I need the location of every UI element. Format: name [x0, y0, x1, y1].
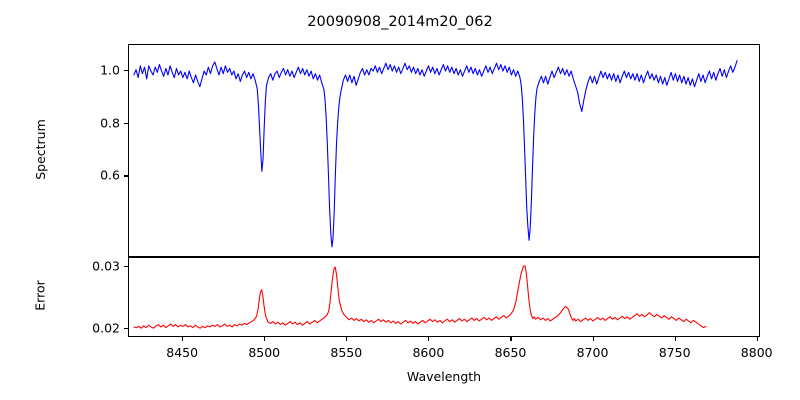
x-tick-label: 8700 [576, 345, 609, 360]
x-tick-mark [264, 337, 266, 341]
x-tick-mark [756, 337, 758, 341]
y-tick-mark [124, 175, 128, 177]
figure-title: 20090908_2014m20_062 [307, 14, 493, 30]
spectrum-panel [128, 44, 760, 257]
x-tick-label: 8500 [248, 345, 281, 360]
x-tick-label: 8750 [658, 345, 691, 360]
x-tick-mark [510, 337, 512, 341]
y-tick-label: 0.8 [100, 115, 120, 131]
x-tick-label: 8550 [330, 345, 363, 360]
y-tick-mark [124, 266, 128, 268]
x-tick-mark [346, 337, 348, 341]
x-tick-label: 8600 [412, 345, 445, 360]
spectrum-plot-area [133, 60, 738, 248]
spectrum-axis-label: Spectrum [32, 118, 48, 180]
x-tick-mark [592, 337, 594, 341]
x-tick-label: 8800 [740, 345, 773, 360]
x-tick-label: 8450 [166, 345, 199, 360]
spectrum-line [133, 60, 738, 248]
y-tick-mark [124, 327, 128, 329]
y-tick-label: 0.02 [92, 320, 120, 336]
y-tick-label: 1.0 [100, 62, 120, 78]
x-tick-mark [674, 337, 676, 341]
x-tick-mark [182, 337, 184, 341]
y-tick-mark [124, 122, 128, 124]
error-line [133, 265, 707, 329]
error-plot-area [133, 265, 707, 329]
x-tick-mark [428, 337, 430, 341]
y-tick-label: 0.6 [100, 167, 120, 183]
wavelength-axis-label: Wavelength [406, 369, 482, 384]
error-axis-label: Error [32, 280, 48, 311]
error-panel [128, 257, 760, 337]
x-tick-label: 8650 [494, 345, 527, 360]
y-tick-label: 0.03 [92, 258, 120, 274]
y-tick-mark [124, 70, 128, 72]
